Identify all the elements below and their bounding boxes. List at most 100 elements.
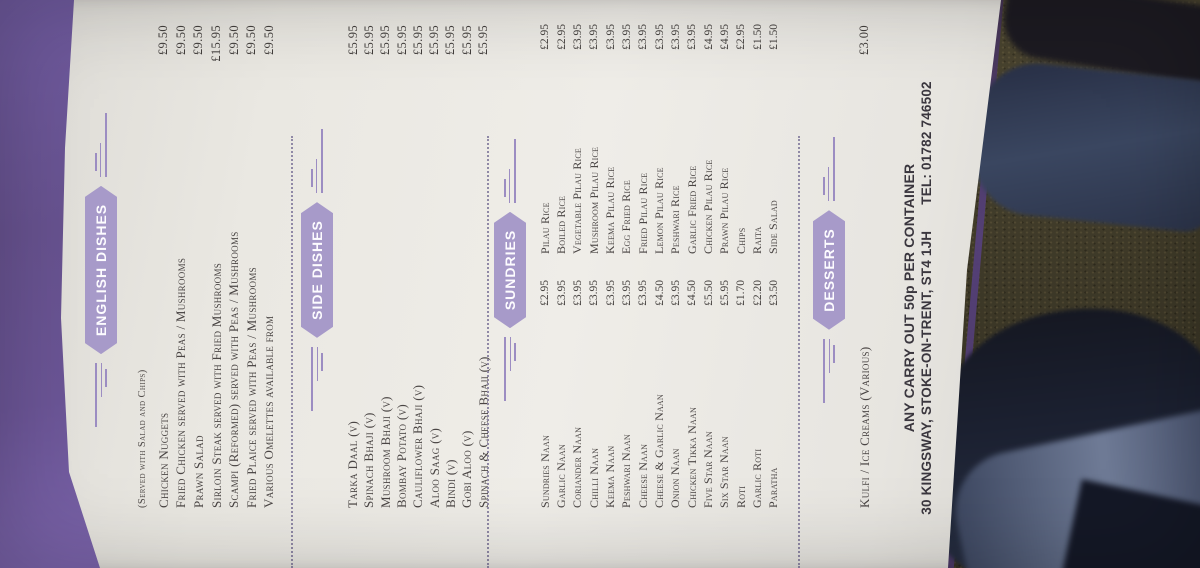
section-title-badge: SIDE DISHES xyxy=(301,202,333,338)
item-price: £3.00 xyxy=(857,25,872,56)
item-name: Fried Plaice served with Peas / Mushroom… xyxy=(243,267,259,508)
ornament-lines-icon xyxy=(504,138,516,203)
menu-item-row: Spinach Bhaji (v) £5.95 xyxy=(361,0,377,568)
item-name: Peshwari Rice xyxy=(668,185,683,254)
menu-item-row: Cauliflower Bhaji (v) £5.95 xyxy=(410,0,426,568)
item-name: Spinach Bhaji (v) xyxy=(361,412,377,508)
item-price: £5.95 xyxy=(361,25,376,56)
item-price: £5.95 xyxy=(394,25,409,56)
item-name: Garlic Roti xyxy=(750,448,765,508)
item-name: Egg Fried Rice xyxy=(619,180,634,254)
item-price: £5.50 xyxy=(702,280,715,306)
item-name: Chicken Tikka Naan xyxy=(684,407,699,508)
item-name: Prawn Pilau Rice xyxy=(717,167,732,254)
item-name: Roti xyxy=(733,485,748,508)
menu-item-row: Cheese & Garlic Naan £4.50 Lemon Pilau Ric… xyxy=(651,0,667,568)
ornament-lines-icon xyxy=(311,129,323,194)
item-name: Tarka Daal (v) xyxy=(345,420,361,508)
menu-item-row: Spinach & Cheese Bhaji (v) £5.95 xyxy=(475,0,491,568)
ornament-lines-icon xyxy=(95,112,107,177)
item-name: Lemon Pilau Rice xyxy=(652,167,667,254)
item-price: £5.95 xyxy=(718,280,731,306)
item-price: £3.50 xyxy=(767,280,780,306)
ornament-lines-icon xyxy=(311,346,323,411)
menu-content: ENGLISH DISHES (Served with Salad and Ch… xyxy=(63,0,975,568)
item-price: £3.95 xyxy=(571,280,584,306)
menu-item-row: Keema Naan £3.95 Keema Pilau Rice £3.95 xyxy=(602,0,618,568)
item-price: £2.95 xyxy=(555,24,568,50)
section-title-badge: DESSERTS xyxy=(813,210,845,329)
item-price: £3.95 xyxy=(555,280,568,306)
menu-item-row: Fried Chicken served with Peas / Mushroo… xyxy=(173,0,191,568)
item-name: Side Salad xyxy=(766,200,781,254)
item-name: Gobi Aloo (v) xyxy=(459,430,475,508)
item-name: Vegetable Pilau Rice xyxy=(570,147,585,254)
item-price: £9.50 xyxy=(244,25,259,56)
english-dishes-list: Chicken Nuggets £9.50 Fried Chicken serve… xyxy=(155,0,278,568)
desserts-list: Kulfi / Ice Creams (Various) £3.00 xyxy=(856,0,874,568)
menu-item-row: Coriander Naan £3.95 Vegetable Pilau Rice £… xyxy=(570,0,586,568)
menu-item-row: Cheese Naan £3.95 Fried Pilau Rice £3.95 xyxy=(635,0,651,568)
ornament-lines-icon xyxy=(823,137,835,202)
item-price: £3.95 xyxy=(588,24,601,50)
menu-item-row: Chicken Nuggets £9.50 xyxy=(155,0,173,568)
item-name: Kulfi / Ice Creams (Various) xyxy=(856,346,872,508)
menu-item-row: Gobi Aloo (v) £5.95 xyxy=(459,0,475,568)
menu-item-row: Onion Naan £3.95 Peshwari Rice £3.95 xyxy=(668,0,684,568)
item-name: Sirloin Steak served with Fried Mushroom… xyxy=(208,262,224,508)
menu-item-row: Garlic Roti £2.20 Raita £1.50 xyxy=(749,0,765,568)
item-price: £5.95 xyxy=(410,25,425,56)
item-price: £5.95 xyxy=(459,25,474,56)
menu-item-row: Scampi (Reformed) served with Peas / Mus… xyxy=(225,0,243,568)
ornament-lines-icon xyxy=(504,337,516,402)
section-header-side-dishes: SIDE DISHES xyxy=(301,0,333,554)
item-price: £3.95 xyxy=(604,24,617,50)
item-name: Keema Pilau Rice xyxy=(603,166,618,254)
item-name: Sundries Naan xyxy=(537,435,552,508)
section-header-sundries: SUNDRIES xyxy=(494,0,526,554)
item-name: Six Star Naan xyxy=(717,436,732,508)
item-price: £3.95 xyxy=(686,24,699,50)
item-name: Cauliflower Bhaji (v) xyxy=(410,384,426,508)
menu-item-row: Kulfi / Ice Creams (Various) £3.00 xyxy=(856,0,874,568)
menu-item-row: Sundries Naan £2.95 Pilau Rice £2.95 xyxy=(537,0,553,568)
item-price: £9.50 xyxy=(191,25,206,56)
item-name: Garlic Naan xyxy=(554,444,569,508)
item-price: £4.50 xyxy=(653,280,666,306)
section-note: (Served with Salad and Chips) xyxy=(137,369,148,508)
ornament-lines-icon xyxy=(95,363,107,428)
section-header-desserts: DESSERTS xyxy=(813,0,845,554)
item-price: £3.95 xyxy=(604,280,617,306)
menu-item-row: Roti £1.70 Chips £2.95 xyxy=(733,0,749,568)
item-price: £3.95 xyxy=(653,24,666,50)
item-price: £3.95 xyxy=(669,280,682,306)
section-divider xyxy=(798,136,800,568)
item-name: Chicken Pilau Rice xyxy=(701,159,716,255)
item-name: Raita xyxy=(750,226,765,254)
item-name: Paratha xyxy=(766,467,781,508)
menu-item-row: Various Omelettes available from £9.50 xyxy=(261,0,279,568)
menu-item-row: Fried Plaice served with Peas / Mushroom… xyxy=(243,0,261,568)
item-name: Chips xyxy=(733,227,748,254)
item-price: £9.50 xyxy=(226,25,241,56)
item-price: £5.95 xyxy=(427,25,442,56)
item-name: Fried Pilau Rice xyxy=(635,172,650,254)
item-name: Prawn Salad xyxy=(190,435,206,508)
phone-number: TEL: 01782 746502 xyxy=(919,81,934,205)
item-name: Coriander Naan xyxy=(570,426,585,508)
item-name: Aloo Saag (v) xyxy=(426,427,442,508)
item-price: £3.95 xyxy=(571,24,584,50)
item-price: £3.95 xyxy=(588,280,601,306)
ornament-lines-icon xyxy=(823,338,835,403)
item-name: Various Omelettes available from xyxy=(261,315,277,508)
item-price: £9.50 xyxy=(261,25,276,56)
item-name: Keema Naan xyxy=(603,445,618,508)
item-name: Bombay Potato (v) xyxy=(394,404,410,508)
item-price: £3.95 xyxy=(669,24,682,50)
section-divider xyxy=(291,136,293,568)
item-price: £2.95 xyxy=(539,280,552,306)
item-name: Pilau Rice xyxy=(537,202,552,254)
item-price: £2.95 xyxy=(735,24,748,50)
item-name: Five Star Naan xyxy=(701,431,716,508)
